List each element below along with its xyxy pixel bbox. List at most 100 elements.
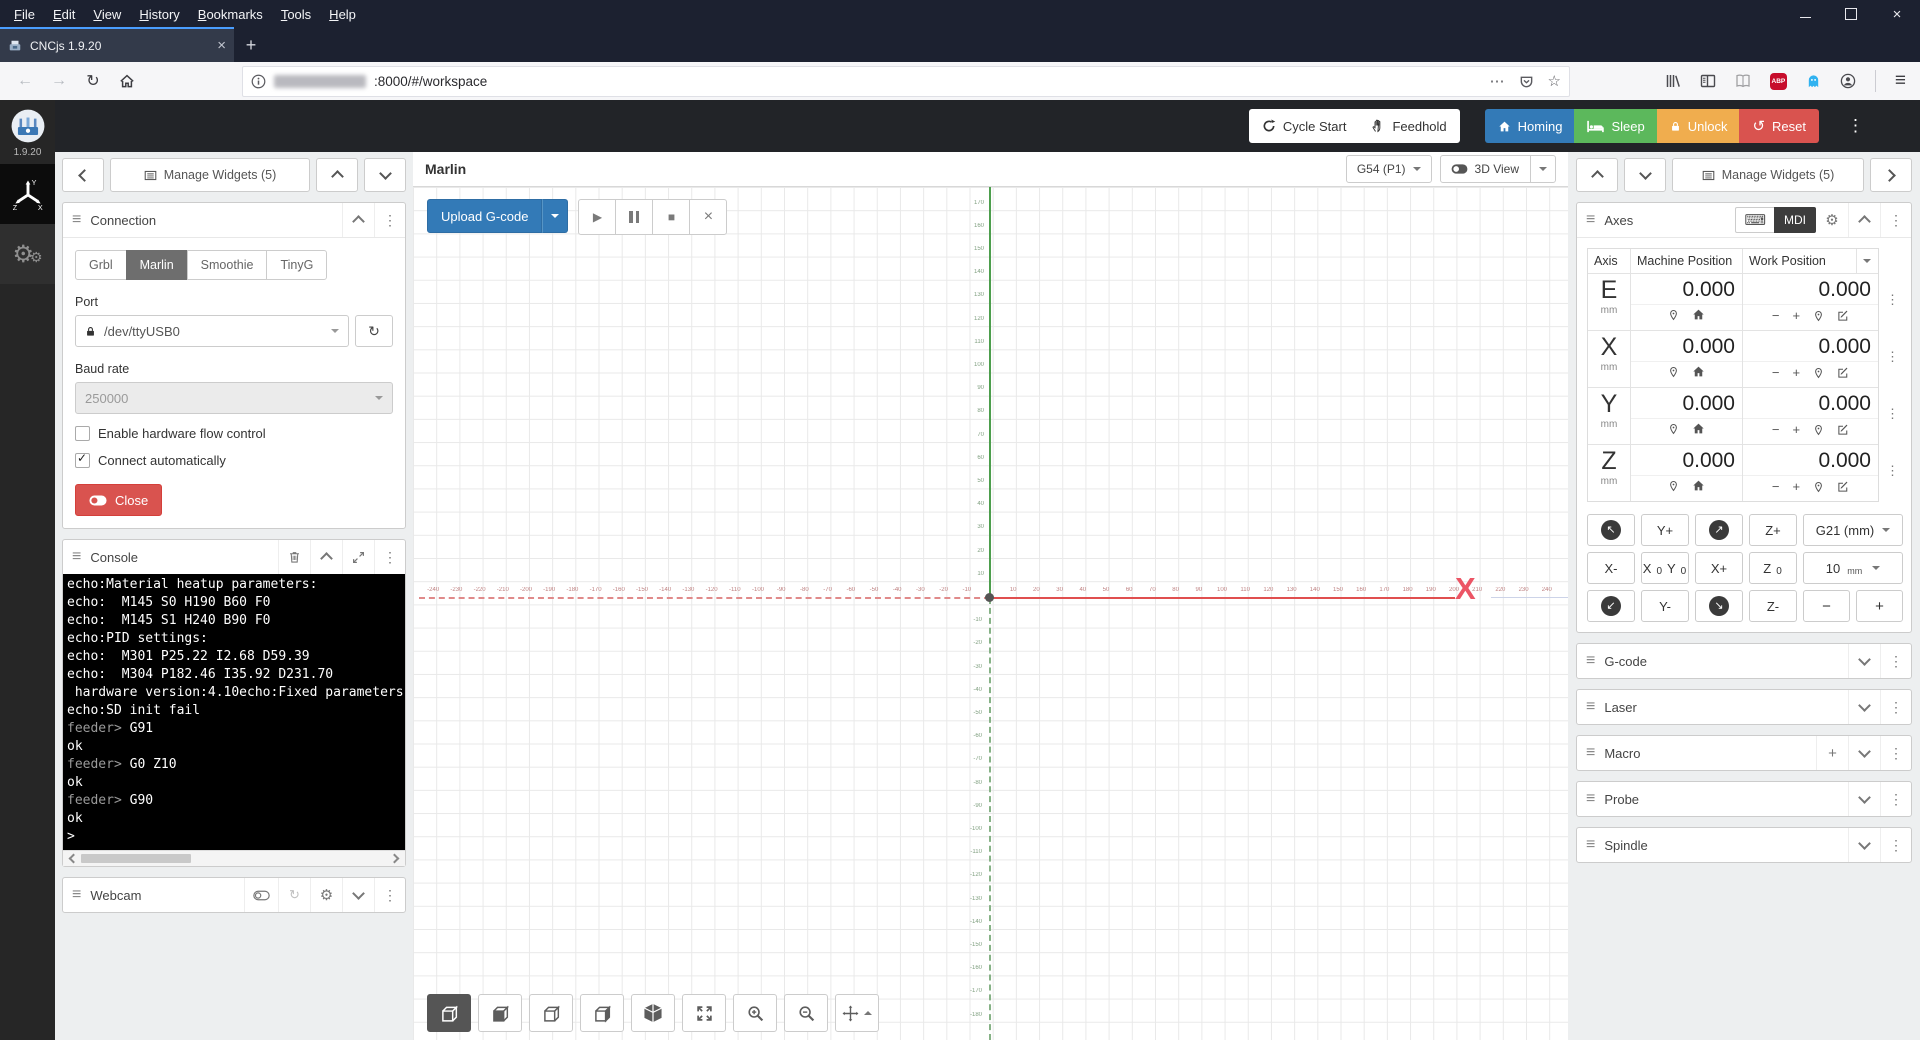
webcam-refresh-button[interactable]: ↻ <box>278 878 310 912</box>
console-output[interactable]: echo:Material heatup parameters: echo: M1… <box>63 574 405 850</box>
zero-out-work-icon[interactable] <box>1813 424 1824 436</box>
edit-position-icon[interactable] <box>1837 481 1849 493</box>
axes-menu-button[interactable]: ⋮ <box>1880 203 1911 237</box>
run-button[interactable]: ▶ <box>578 199 617 235</box>
view-toggle-button[interactable]: 3D View <box>1439 155 1556 183</box>
widget-expand-button[interactable] <box>1848 782 1880 816</box>
visualizer[interactable]: 10 20 30 40 50 60 70 80 90 100 110 120 130 140 150 160 1… <box>413 187 1568 1040</box>
zero-out-work-icon[interactable] <box>1813 310 1824 322</box>
widget-menu-button[interactable]: ⋮ <box>1880 690 1911 724</box>
zoom-fit-button[interactable] <box>682 994 726 1032</box>
decrease-icon[interactable]: − <box>1771 422 1780 438</box>
topbar-menu-icon[interactable]: ⋮ <box>1847 116 1864 135</box>
library-icon[interactable] <box>1665 73 1681 89</box>
view-3d-button[interactable] <box>631 994 675 1032</box>
axes-settings-button[interactable]: ⚙ <box>1816 203 1848 237</box>
view-front-button[interactable] <box>427 994 471 1032</box>
zoom-out-button[interactable] <box>784 994 828 1032</box>
pan-button[interactable] <box>835 994 879 1032</box>
maximize-button[interactable] <box>1828 0 1874 28</box>
increase-icon[interactable]: + <box>1792 365 1801 381</box>
flow-control-checkbox[interactable]: Enable hardware flow control <box>75 426 393 441</box>
collapse-right-panel-button[interactable] <box>1870 158 1912 192</box>
webcam-collapse-button[interactable] <box>342 878 374 912</box>
reset-button[interactable]: ↺ Reset <box>1739 109 1819 143</box>
home-axis-icon[interactable] <box>1692 365 1705 378</box>
workspace-nav-item[interactable]: Y X Z <box>0 164 55 224</box>
expand-all-left-button[interactable] <box>364 158 406 192</box>
jog-step-increase-button[interactable]: + <box>1856 590 1903 622</box>
table-dropdown-caret[interactable] <box>1856 249 1878 273</box>
console-fullscreen-button[interactable] <box>342 540 374 574</box>
menu-bookmarks[interactable]: Bookmarks <box>197 6 263 22</box>
console-menu-button[interactable]: ⋮ <box>374 540 405 574</box>
drag-handle-icon[interactable]: ≡ <box>1586 698 1596 715</box>
widget-expand-button[interactable] <box>1848 644 1880 678</box>
drag-handle-icon[interactable]: ≡ <box>72 548 82 565</box>
cncjs-logo[interactable] <box>10 108 46 144</box>
sidebar-toggle-icon[interactable] <box>1700 73 1716 89</box>
home-axis-icon[interactable] <box>1692 479 1705 492</box>
keyboard-shortcuts-button[interactable]: ⌨ <box>1735 207 1775 233</box>
reader-icon[interactable] <box>1735 73 1751 89</box>
increase-icon[interactable]: + <box>1792 479 1801 495</box>
zero-out-machine-icon[interactable] <box>1668 423 1679 435</box>
reload-button[interactable]: ↻ <box>86 73 100 90</box>
edit-position-icon[interactable] <box>1837 367 1849 379</box>
zero-out-machine-icon[interactable] <box>1668 309 1679 321</box>
sleep-button[interactable]: Sleep <box>1574 109 1658 143</box>
adblock-icon[interactable]: ABP <box>1769 72 1787 90</box>
mdi-button[interactable]: MDI <box>1774 207 1816 233</box>
site-info-icon[interactable] <box>251 74 266 89</box>
zero-out-machine-icon[interactable] <box>1668 366 1679 378</box>
view-dropdown-caret[interactable] <box>1530 156 1555 182</box>
axis-row-menu-button[interactable]: ⋮ <box>1886 349 1899 364</box>
console-collapse-button[interactable] <box>310 540 342 574</box>
page-actions-icon[interactable]: ⋯ <box>1489 73 1505 90</box>
pocket-icon[interactable] <box>1519 74 1534 89</box>
decrease-icon[interactable]: − <box>1771 308 1780 324</box>
widget-expand-button[interactable] <box>1848 828 1880 862</box>
axes-collapse-button[interactable] <box>1848 203 1880 237</box>
jog-z+-button[interactable]: Z+ <box>1749 514 1797 546</box>
widget-menu-button[interactable]: ⋮ <box>1880 828 1911 862</box>
drag-handle-icon[interactable]: ≡ <box>1586 652 1596 669</box>
zero-out-work-icon[interactable] <box>1813 481 1824 493</box>
zero-out-machine-icon[interactable] <box>1668 480 1679 492</box>
collapse-all-right-button[interactable] <box>1576 158 1618 192</box>
widget-expand-button[interactable] <box>1848 690 1880 724</box>
upload-dropdown-caret[interactable] <box>542 199 569 233</box>
expand-all-right-button[interactable] <box>1624 158 1666 192</box>
minimize-button[interactable] <box>1782 0 1828 28</box>
jog-ne-button[interactable]: ↗ <box>1695 514 1743 546</box>
widget-menu-button[interactable]: ⋮ <box>1880 736 1911 770</box>
drag-handle-icon[interactable]: ≡ <box>1586 744 1596 761</box>
back-button[interactable]: ← <box>17 72 33 89</box>
homing-button[interactable]: Homing <box>1484 109 1576 143</box>
webcam-settings-button[interactable]: ⚙ <box>310 878 342 912</box>
webcam-menu-button[interactable]: ⋮ <box>374 878 405 912</box>
console-clear-button[interactable] <box>278 540 310 574</box>
edit-position-icon[interactable] <box>1837 424 1849 436</box>
jog-step-decrease-button[interactable]: − <box>1803 590 1850 622</box>
forward-button[interactable]: → <box>51 72 67 89</box>
axis-row-menu-button[interactable]: ⋮ <box>1886 406 1899 421</box>
controller-tab-smoothie[interactable]: Smoothie <box>186 250 268 280</box>
menu-tools[interactable]: Tools <box>280 6 312 22</box>
account-icon[interactable] <box>1840 73 1856 89</box>
increase-icon[interactable]: + <box>1792 308 1801 324</box>
widget-menu-button[interactable]: ⋮ <box>1880 644 1911 678</box>
jog-step-dropdown[interactable]: 10 mm <box>1803 552 1903 584</box>
port-select[interactable]: /dev/ttyUSB0 <box>75 315 349 347</box>
drag-handle-icon[interactable]: ≡ <box>72 211 82 228</box>
drag-handle-icon[interactable]: ≡ <box>72 886 82 903</box>
jog-x--button[interactable]: X- <box>1587 552 1635 584</box>
controller-tab-marlin[interactable]: Marlin <box>125 250 188 280</box>
close-window-button[interactable]: × <box>1892 5 1902 23</box>
connection-collapse-button[interactable] <box>342 203 374 237</box>
widget-menu-button[interactable]: ⋮ <box>1880 782 1911 816</box>
axis-row-menu-button[interactable]: ⋮ <box>1886 292 1899 307</box>
zero-out-work-icon[interactable] <box>1813 367 1824 379</box>
controller-tab-tinyg[interactable]: TinyG <box>266 250 328 280</box>
close-gcode-button[interactable]: × <box>689 199 728 235</box>
